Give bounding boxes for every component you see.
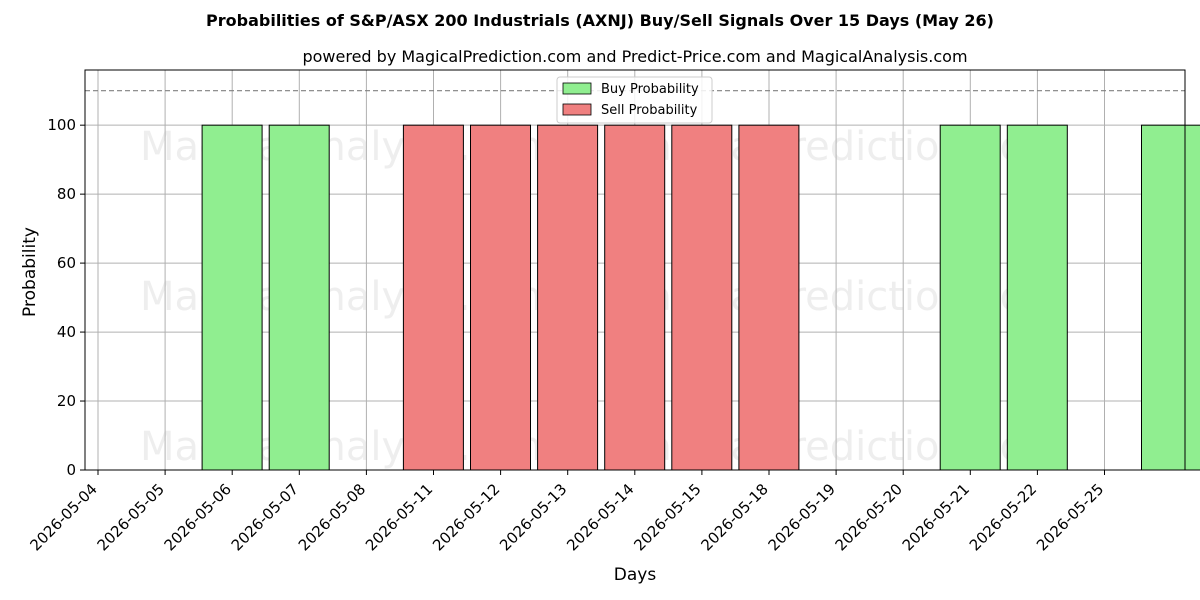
y-tick-label: 100	[47, 116, 76, 134]
x-tick-label: 2026-05-18	[697, 480, 771, 554]
sell-bar	[402, 124, 464, 471]
legend: Buy Probability Sell Probability	[556, 76, 713, 124]
buy-bar	[201, 124, 263, 471]
y-tick-label: 0	[66, 461, 76, 479]
x-tick-label: 2026-05-05	[94, 480, 168, 554]
sell-bar	[671, 124, 733, 471]
x-tick-label: 2026-05-13	[496, 480, 570, 554]
x-tick-label: 2026-05-20	[832, 480, 906, 554]
sell-bar	[470, 124, 531, 471]
buy-bar	[939, 124, 1001, 471]
x-tick-label: 2026-05-14	[563, 480, 637, 554]
y-tick-label: 40	[57, 323, 76, 341]
x-tick-label: 2026-05-11	[362, 480, 436, 554]
y-axis: 0 20 40 60 80 100	[47, 116, 85, 479]
x-tick-label: 2026-05-12	[429, 480, 503, 554]
x-tick-label: 2026-05-04	[26, 480, 100, 554]
x-axis-label: Days	[614, 565, 657, 585]
chart-subtitle: powered by MagicalPrediction.com and Pre…	[302, 47, 967, 66]
sell-bar	[738, 124, 800, 471]
y-tick-label: 60	[57, 254, 76, 272]
x-tick-label: 2026-05-21	[899, 480, 973, 554]
y-tick-label: 20	[57, 392, 76, 410]
x-tick-label: 2026-05-08	[295, 480, 369, 554]
chart-title: Probabilities of S&P/ASX 200 Industrials…	[206, 11, 994, 30]
x-axis: 2026-05-042026-05-052026-05-062026-05-07…	[26, 470, 1107, 554]
x-tick-label: 2026-05-19	[765, 480, 839, 554]
legend-box	[556, 76, 713, 124]
x-tick-label: 2026-05-22	[966, 480, 1040, 554]
y-axis-label: Probability	[20, 227, 40, 317]
bars	[201, 124, 1200, 471]
x-tick-label: 2026-05-25	[1033, 480, 1107, 554]
buy-bar	[268, 124, 330, 471]
sell-bar	[537, 124, 599, 471]
legend-label-sell: Sell Probability	[601, 103, 698, 118]
x-tick-label: 2026-05-15	[630, 480, 704, 554]
buy-bar	[1141, 124, 1200, 471]
x-tick-label: 2026-05-06	[161, 480, 235, 554]
x-tick-label: 2026-05-07	[228, 480, 302, 554]
legend-swatch-buy	[562, 82, 592, 95]
sell-bar	[604, 124, 666, 471]
buy-bar	[1006, 124, 1068, 471]
legend-swatch-sell	[562, 103, 592, 116]
legend-label-buy: Buy Probability	[601, 82, 699, 97]
y-tick-label: 80	[57, 185, 76, 203]
